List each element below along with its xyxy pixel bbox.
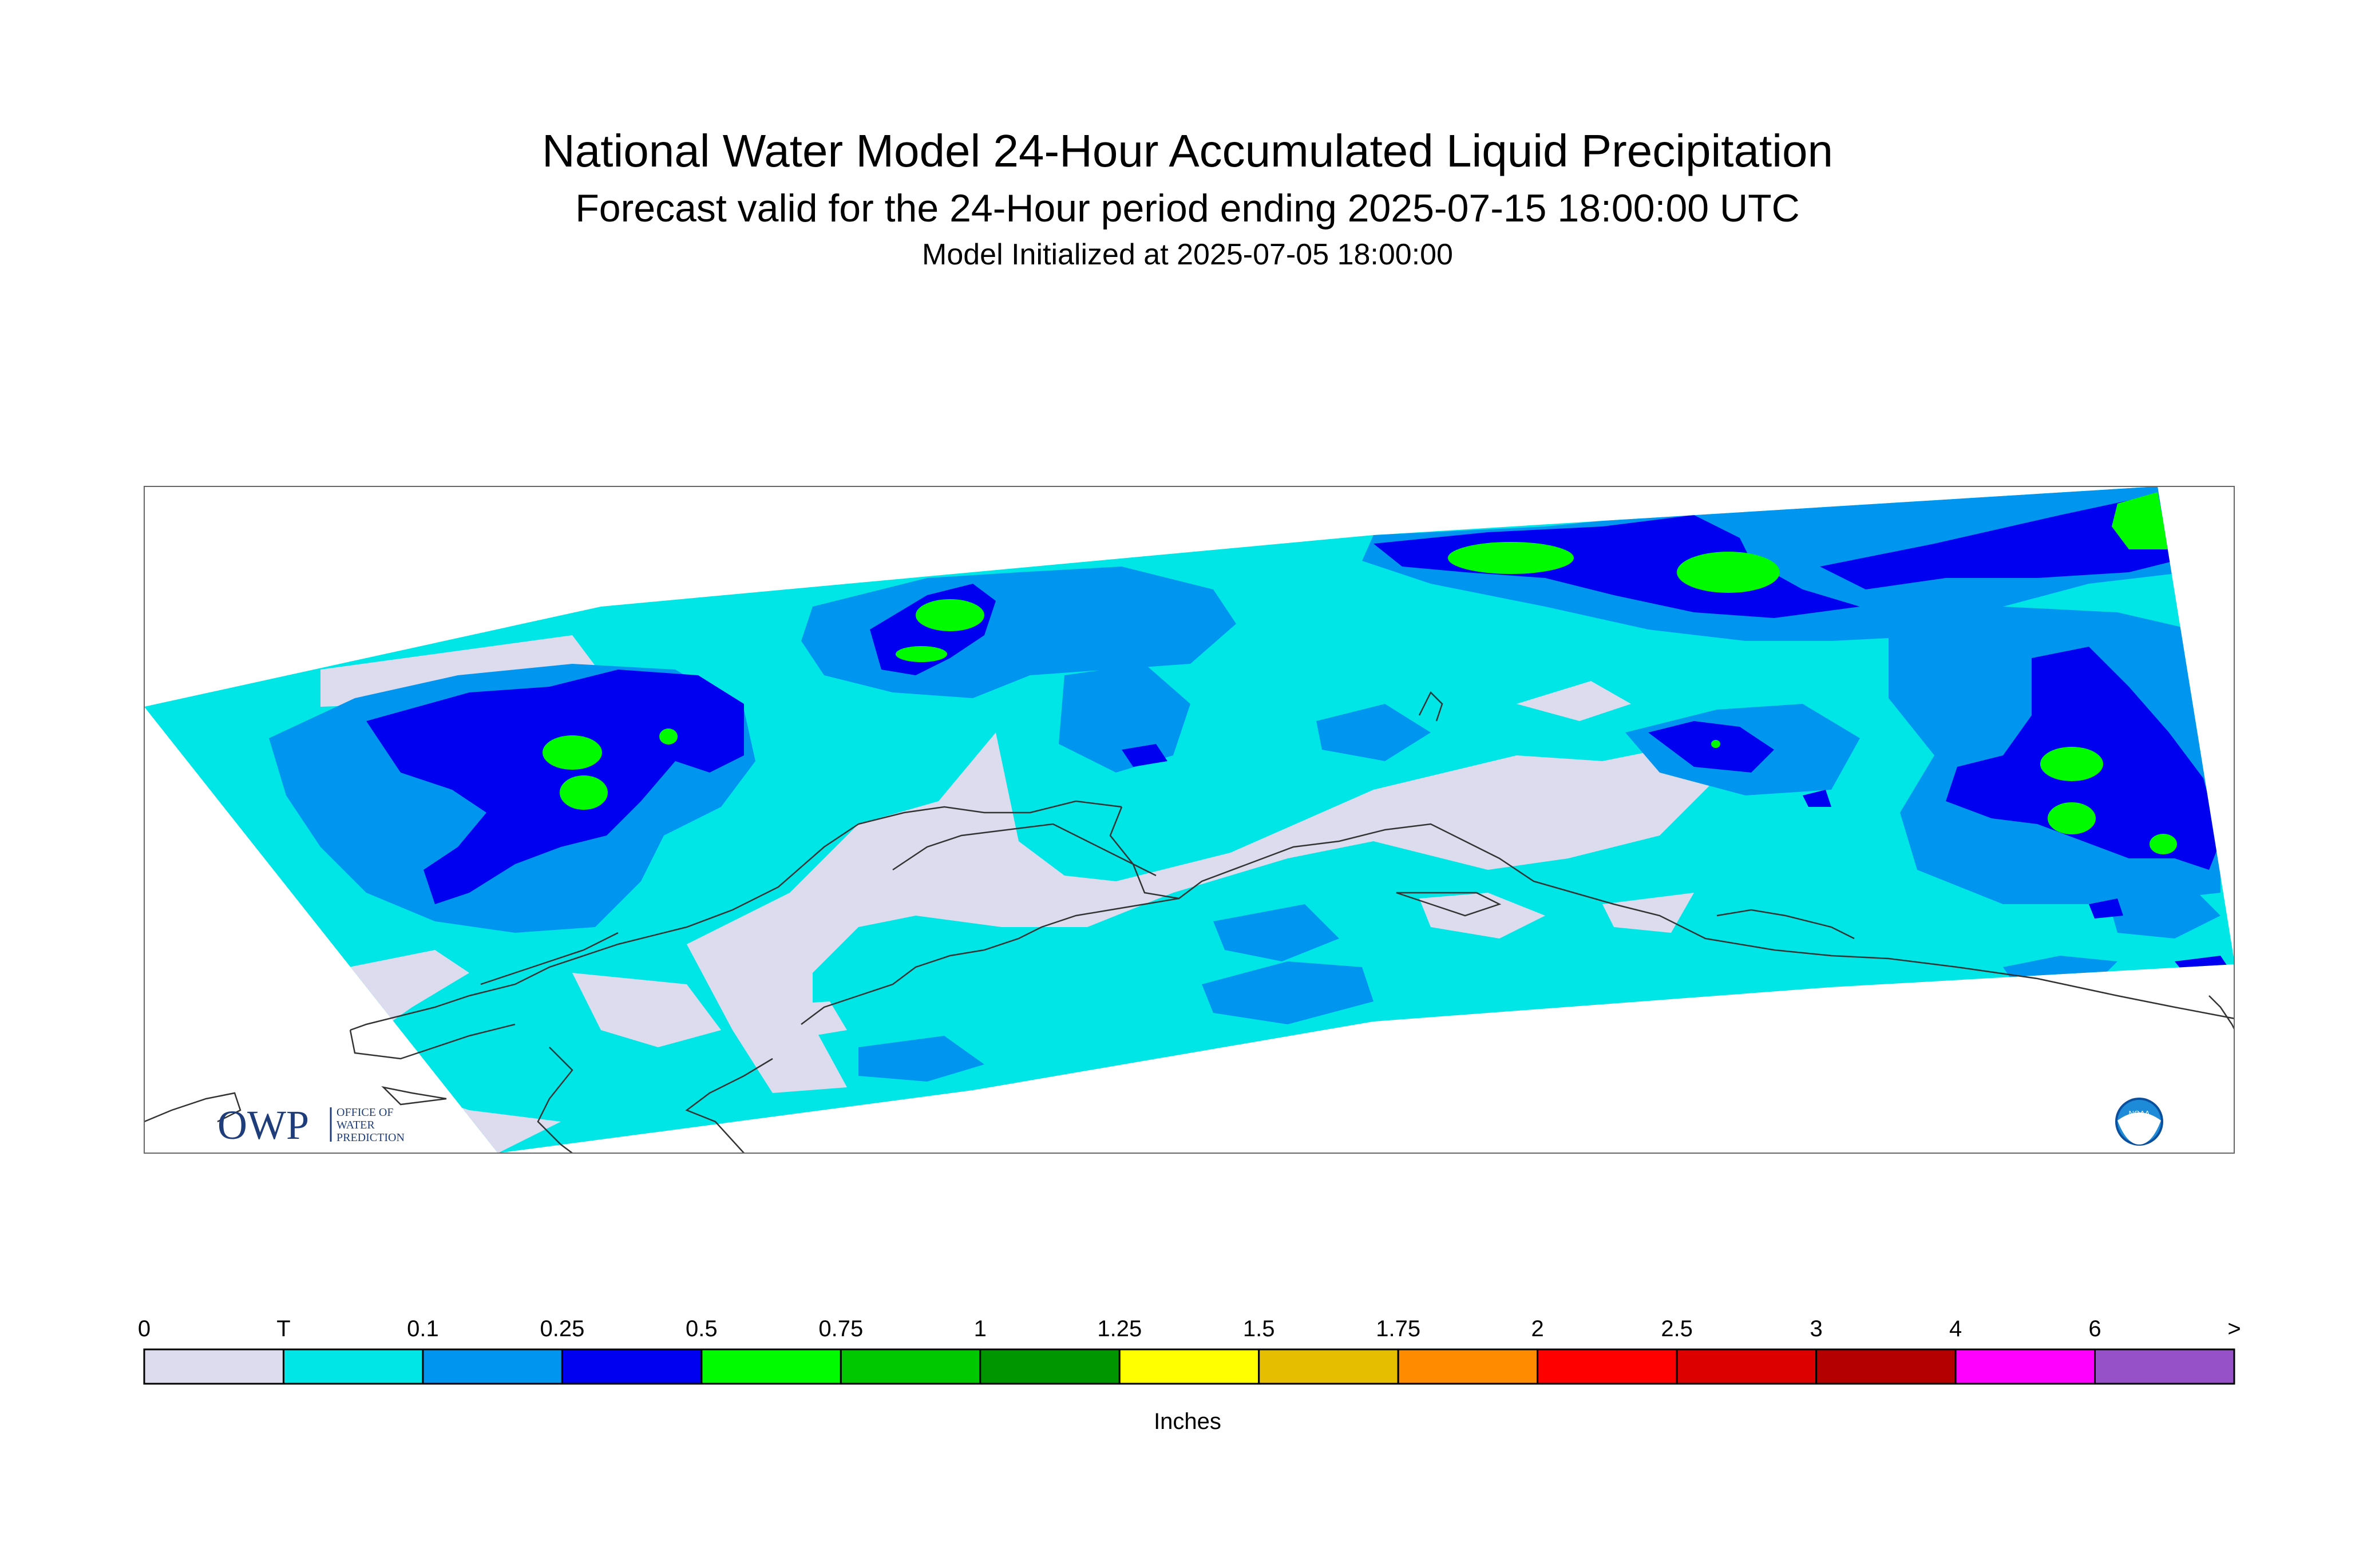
owp-logo-line2: WATER: [337, 1119, 375, 1131]
legend-units: Inches: [1154, 1409, 1221, 1434]
coastlines: [144, 691, 2234, 1153]
legend-tick: 0.25: [540, 1316, 585, 1341]
legend-swatch: [143, 1348, 284, 1385]
forecast-valid-subtitle: Forecast valid for the 24-Hour period en…: [575, 187, 1800, 230]
noaa-logo-text: NOAA: [2129, 1109, 2150, 1118]
legend-swatch: [700, 1348, 842, 1385]
legend-tick: 0.1: [407, 1316, 439, 1341]
legend-tick: 1.75: [1376, 1316, 1421, 1341]
legend-tick: 0.5: [686, 1316, 718, 1341]
legend-swatch: [282, 1348, 424, 1385]
noaa-logo: NOAA: [2115, 1098, 2163, 1146]
legend-tick: 2: [1531, 1316, 1544, 1341]
legend-swatch: [1537, 1348, 1678, 1385]
legend-tick: 6: [2088, 1316, 2101, 1341]
model-init-subtitle: Model Initialized at 2025-07-05 18:00:00: [922, 238, 1453, 271]
legend-swatch: [2094, 1348, 2235, 1385]
legend-swatch: [1676, 1348, 1818, 1385]
owp-logo-line1: OFFICE OF: [337, 1106, 393, 1119]
legend-swatch: [979, 1348, 1121, 1385]
legend-tick: 4: [1949, 1316, 1962, 1341]
legend-swatch: [1258, 1348, 1399, 1385]
legend-tick: 1: [973, 1316, 987, 1341]
legend-tick: 0: [137, 1316, 151, 1341]
legend-swatch: [840, 1348, 981, 1385]
precip-field: [144, 486, 2234, 1153]
legend-tick: 2.5: [1661, 1316, 1693, 1341]
legend-swatch: [1954, 1348, 2096, 1385]
legend-tick: 1.25: [1097, 1316, 1142, 1341]
owp-logo-line3: PREDICTION: [337, 1131, 405, 1144]
map-frame: [144, 486, 2235, 1154]
legend-colorbar: [143, 1348, 2235, 1385]
legend-tick: >: [2227, 1316, 2241, 1341]
legend-tick: 0.75: [818, 1316, 864, 1341]
owp-logo: OWP OFFICE OF WATER PREDICTION: [217, 1102, 405, 1148]
legend-tick: 3: [1810, 1316, 1823, 1341]
owp-logo-mark: OWP: [217, 1102, 309, 1148]
precip-0p5-areas: [543, 492, 2177, 854]
legend-swatch: [1815, 1348, 1957, 1385]
map-title: National Water Model 24-Hour Accumulated…: [542, 125, 1833, 176]
legend-swatch: [1118, 1348, 1260, 1385]
legend-tick: 1.5: [1242, 1316, 1275, 1341]
legend-swatch: [561, 1348, 703, 1385]
legend-swatch: [422, 1348, 563, 1385]
legend-tick: T: [276, 1316, 291, 1341]
legend-swatch: [1397, 1348, 1539, 1385]
